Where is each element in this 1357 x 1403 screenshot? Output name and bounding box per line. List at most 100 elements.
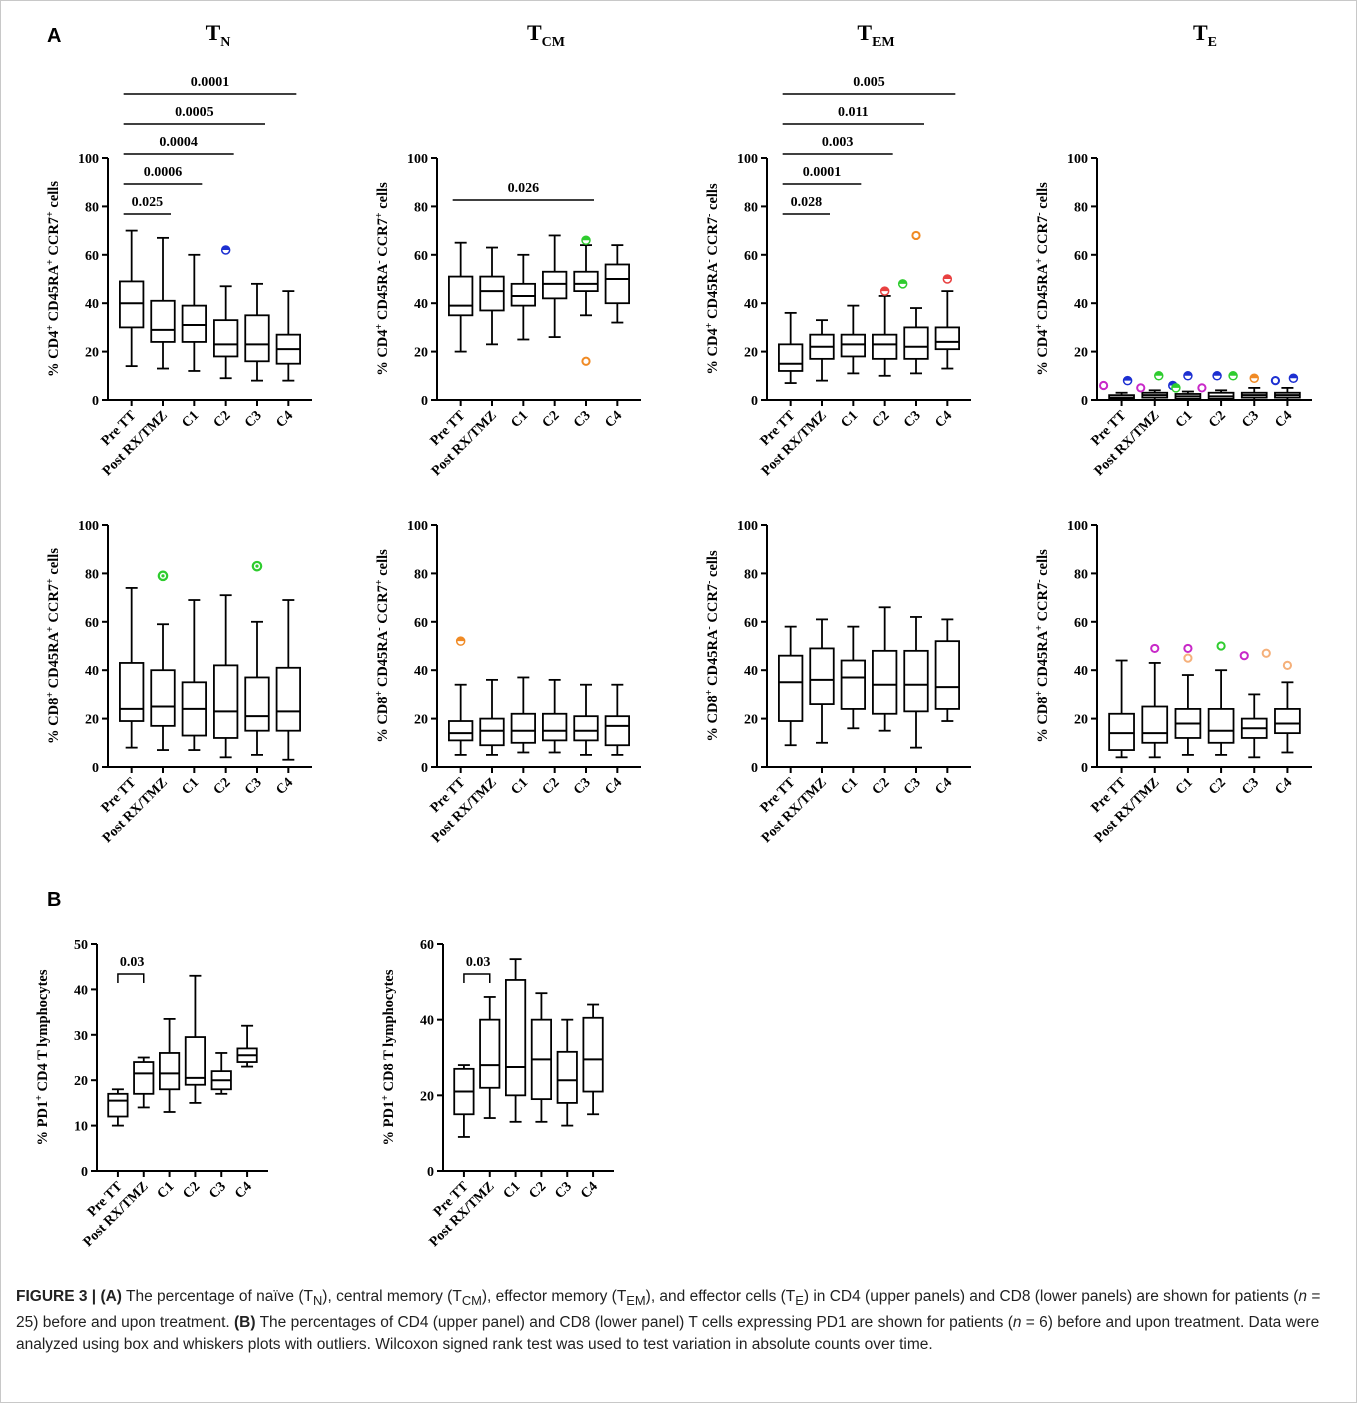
caption-n-b-var: n [1012,1314,1022,1332]
box [150,669,176,727]
caption-text-a4: ), and effector cells (T [645,1288,796,1305]
caption-text-a5: ) in CD4 (upper panels) and CD8 (lower p… [803,1288,1299,1305]
panel-label-a: A [47,25,61,47]
caption-figure-label: FIGURE 3 | [16,1288,101,1305]
box [504,979,527,1097]
y-tick-label: 40 [744,664,758,679]
x-tick-label: C3 [206,1179,229,1202]
x-tick-label: C1 [179,408,202,431]
box [556,1050,578,1104]
caption-n-a-val: = 25) before and upon treatment. [16,1288,1321,1332]
y-tick-label: 60 [414,616,428,631]
x-tick-label: C1 [838,408,861,431]
y-tick-label: 0 [421,761,428,776]
outlier-point [1183,653,1193,663]
x-tick-label: C3 [1239,408,1262,431]
y-tick-label: 10 [74,1120,88,1135]
y-tick-label: 100 [1067,519,1088,534]
box [479,717,505,747]
box [604,263,630,305]
y-tick-label: 100 [737,519,758,534]
y-tick-label: 40 [414,664,428,679]
outlier-point [1183,643,1193,654]
y-axis-label: % CD4+ CD45RA+ CCR7+ cells [45,181,63,377]
y-tick-label: 50 [74,938,88,953]
x-tick-label: C1 [838,775,861,798]
box [872,649,898,715]
y-tick-label: 80 [85,200,99,215]
x-tick-label: C1 [1173,775,1196,798]
box [809,647,835,705]
x-tick-label: C3 [242,775,265,798]
outlier-point [1098,380,1109,391]
box [903,326,929,360]
y-tick-label: 80 [1074,567,1088,582]
y-tick-label: 0 [427,1165,434,1180]
caption-n-a-var: n [1298,1288,1308,1305]
outlier-point-fill [221,245,230,250]
y-tick-label: 0 [92,761,99,776]
x-tick-label: C3 [1239,775,1262,798]
x-tick-label: C2 [870,408,893,431]
x-tick-label: C1 [508,408,531,431]
outlier-point-fill [1123,376,1132,381]
y-axis-label: % CD8+ CD45RA+ CCR7+ cells [45,548,63,744]
box [510,712,536,744]
y-tick-label: 100 [78,152,99,167]
box [1108,712,1135,751]
outlier-point [1150,643,1160,654]
y-tick-label: 20 [744,713,758,728]
y-tick-label: 0 [92,394,99,409]
y-axis-label: % CD4+ CD45RA+ CCR7- cells [1034,182,1052,376]
x-tick-label: C4 [1273,408,1296,431]
outlier-point-fill [1250,374,1259,379]
x-tick-label: C3 [571,408,594,431]
caption-sub-cm: CM [461,1293,482,1309]
box [479,275,505,312]
significance-label: 0.03 [466,955,491,970]
box [573,270,599,292]
y-tick-label: 40 [1074,297,1088,312]
y-tick-label: 0 [751,394,758,409]
significance-label: 0.026 [508,181,540,196]
significance-label: 0.0005 [175,105,214,120]
y-tick-label: 80 [744,200,758,215]
y-tick-label: 60 [1074,616,1088,631]
x-tick-label: C4 [578,1179,601,1202]
y-tick-label: 40 [744,297,758,312]
y-tick-label: 100 [1067,152,1088,167]
outlier-point-center [255,564,259,568]
outlier-point-fill [943,275,952,279]
box [119,662,145,722]
y-axis-label: % CD8+ CD45RA- CCR7+ cells [374,549,392,743]
box [244,676,270,732]
x-tick-label: C4 [273,408,296,431]
y-tick-label: 80 [1074,200,1088,215]
y-tick-label: 0 [81,1165,88,1180]
x-tick-label: C4 [1273,775,1296,798]
box [934,640,960,710]
y-tick-label: 20 [85,346,99,361]
column-title: TEM [857,20,894,50]
y-tick-label: 60 [744,616,758,631]
caption-b-marker: (B) [234,1314,256,1332]
box [1141,705,1169,744]
y-tick-label: 40 [414,297,428,312]
y-tick-label: 20 [414,713,428,728]
box [872,333,898,360]
significance-label: 0.0001 [191,75,230,90]
box [184,1036,207,1086]
box [604,715,630,747]
box [573,715,599,742]
caption-text-a2: ), central memory (T [322,1288,462,1305]
outlier-point [1270,376,1281,386]
x-tick-label: C2 [211,408,234,431]
box [778,343,804,372]
y-tick-label: 100 [737,152,758,167]
box [448,720,474,742]
box [840,659,866,710]
y-axis-label: % CD8+ CD45RA- CCR7- cells [704,550,722,742]
box [934,326,960,351]
y-tick-label: 20 [414,346,428,361]
caption-sub-n: N [312,1293,323,1309]
